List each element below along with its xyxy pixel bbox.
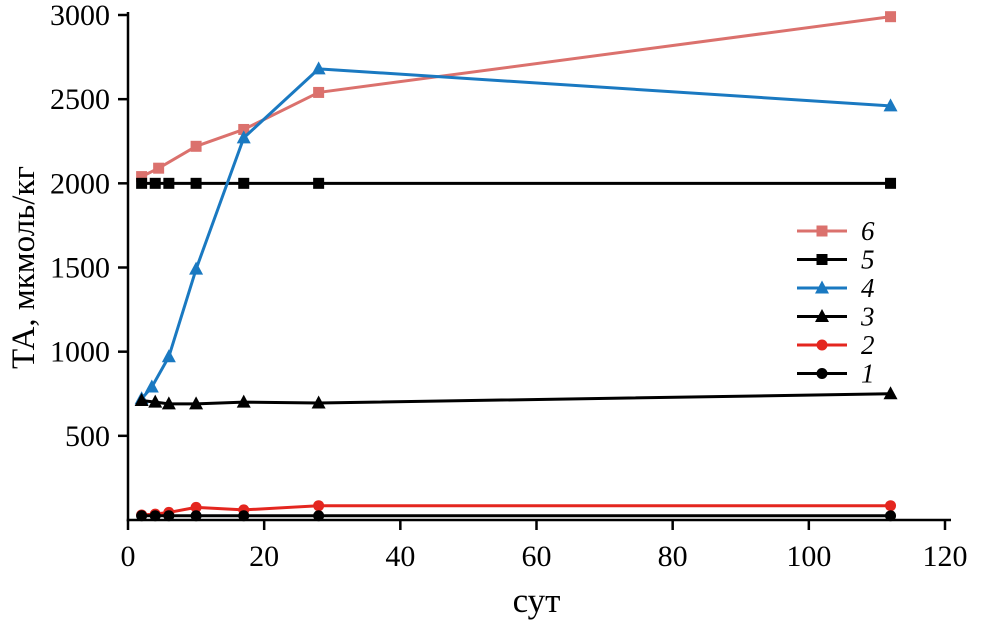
legend-item-5: 5 bbox=[797, 245, 875, 275]
series-2 bbox=[136, 500, 897, 521]
marker-circle bbox=[190, 501, 202, 513]
legend-label: 3 bbox=[860, 302, 875, 332]
x-tick-label: 60 bbox=[522, 540, 552, 573]
legend-item-4: 4 bbox=[797, 273, 875, 303]
marker-circle bbox=[313, 510, 325, 522]
marker-triangle bbox=[311, 61, 326, 75]
marker-square bbox=[238, 123, 250, 135]
marker-square bbox=[885, 177, 897, 189]
marker-square bbox=[153, 162, 165, 174]
marker-triangle bbox=[161, 349, 176, 363]
y-tick-label: 1000 bbox=[50, 336, 110, 369]
legend-label: 1 bbox=[861, 359, 875, 389]
legend-marker-square bbox=[816, 225, 828, 237]
legend-marker-circle bbox=[816, 368, 828, 379]
marker-triangle bbox=[236, 130, 251, 144]
marker-triangle bbox=[161, 396, 176, 410]
marker-triangle bbox=[236, 394, 251, 408]
marker-square bbox=[190, 177, 202, 189]
legend-item-6: 6 bbox=[797, 216, 875, 246]
legend-item-3: 3 bbox=[797, 302, 875, 332]
marker-triangle bbox=[189, 261, 204, 275]
series-line-2 bbox=[140, 504, 893, 517]
marker-circle bbox=[149, 510, 161, 522]
x-tick-label: 100 bbox=[786, 540, 831, 573]
marker-square bbox=[163, 177, 175, 189]
marker-triangle bbox=[311, 395, 326, 409]
legend-marker-square bbox=[816, 254, 828, 265]
marker-circle bbox=[190, 510, 202, 522]
marker-circle bbox=[885, 510, 897, 522]
marker-square bbox=[190, 140, 202, 152]
series-1 bbox=[136, 510, 897, 522]
marker-circle bbox=[163, 510, 175, 522]
marker-square bbox=[136, 171, 148, 183]
x-tick-label: 80 bbox=[658, 540, 688, 573]
legend-item-1: 1 bbox=[797, 359, 875, 389]
marker-circle bbox=[238, 510, 250, 522]
x-axis-title: сут bbox=[513, 581, 561, 620]
y-tick-label: 500 bbox=[65, 420, 110, 453]
y-tick-label: 1500 bbox=[50, 252, 110, 285]
marker-square bbox=[313, 86, 325, 98]
series-6 bbox=[136, 11, 897, 183]
marker-triangle bbox=[148, 394, 163, 408]
marker-triangle bbox=[134, 392, 149, 406]
series-line-4 bbox=[140, 67, 893, 401]
marker-square bbox=[885, 11, 897, 23]
series-line-6 bbox=[140, 15, 893, 179]
y-tick-label: 3000 bbox=[50, 0, 110, 32]
legend-label: 6 bbox=[861, 216, 875, 246]
x-tick-label: 120 bbox=[923, 540, 968, 573]
marker-circle bbox=[136, 510, 148, 522]
y-axis-title: ТА, мкмоль/кг bbox=[6, 166, 42, 369]
marker-square bbox=[136, 177, 148, 189]
series-line-3 bbox=[140, 392, 893, 406]
marker-square bbox=[238, 177, 250, 189]
legend-marker-triangle bbox=[815, 309, 829, 322]
legend-marker-circle bbox=[816, 339, 828, 351]
marker-triangle bbox=[144, 379, 159, 393]
series-3 bbox=[134, 386, 898, 410]
legend-marker-triangle bbox=[815, 280, 829, 294]
marker-triangle bbox=[883, 386, 898, 400]
series-5 bbox=[136, 177, 897, 189]
legend-label: 2 bbox=[861, 330, 875, 360]
legend-label: 4 bbox=[861, 273, 875, 303]
y-tick-label: 2500 bbox=[50, 83, 110, 116]
x-tick-label: 40 bbox=[385, 540, 415, 573]
y-tick-label: 2000 bbox=[50, 167, 110, 200]
marker-square bbox=[149, 177, 161, 189]
marker-square bbox=[313, 177, 325, 189]
marker-circle bbox=[313, 500, 325, 512]
marker-circle bbox=[885, 500, 897, 512]
marker-triangle bbox=[883, 98, 898, 112]
series-4 bbox=[134, 61, 898, 405]
legend-item-2: 2 bbox=[797, 330, 875, 360]
x-tick-label: 20 bbox=[249, 540, 279, 573]
marker-triangle bbox=[189, 396, 204, 410]
x-tick-label: 0 bbox=[121, 540, 136, 573]
legend-label: 5 bbox=[861, 245, 875, 275]
